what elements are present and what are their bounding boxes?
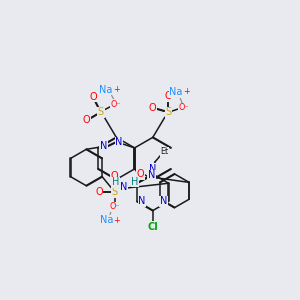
Text: H: H [112,177,119,187]
Text: H: H [131,177,139,187]
Text: Cl: Cl [147,222,158,232]
Text: +: + [183,88,190,97]
Text: O: O [82,115,90,125]
Text: N: N [148,170,155,180]
Text: S: S [165,107,171,117]
Text: O: O [89,92,97,102]
Text: O: O [137,169,145,179]
Text: N: N [138,196,146,206]
Text: O: O [95,187,103,197]
Text: N: N [149,164,157,174]
Text: O⁻: O⁻ [110,100,121,109]
Text: Na: Na [99,85,113,95]
Text: N: N [100,142,107,152]
Text: N: N [120,182,127,192]
Text: N: N [116,137,123,147]
Text: S: S [98,107,104,117]
Text: O: O [149,103,156,113]
Text: +: + [114,216,120,225]
Text: Na: Na [100,215,114,225]
Text: +: + [113,85,120,94]
Text: S: S [112,187,118,197]
Text: Et: Et [160,147,168,156]
Text: N: N [160,196,167,206]
Text: O: O [111,171,118,182]
Text: O⁻: O⁻ [178,103,189,112]
Text: O: O [164,92,172,101]
Text: O⁻: O⁻ [110,202,120,211]
Text: Na: Na [169,87,183,97]
